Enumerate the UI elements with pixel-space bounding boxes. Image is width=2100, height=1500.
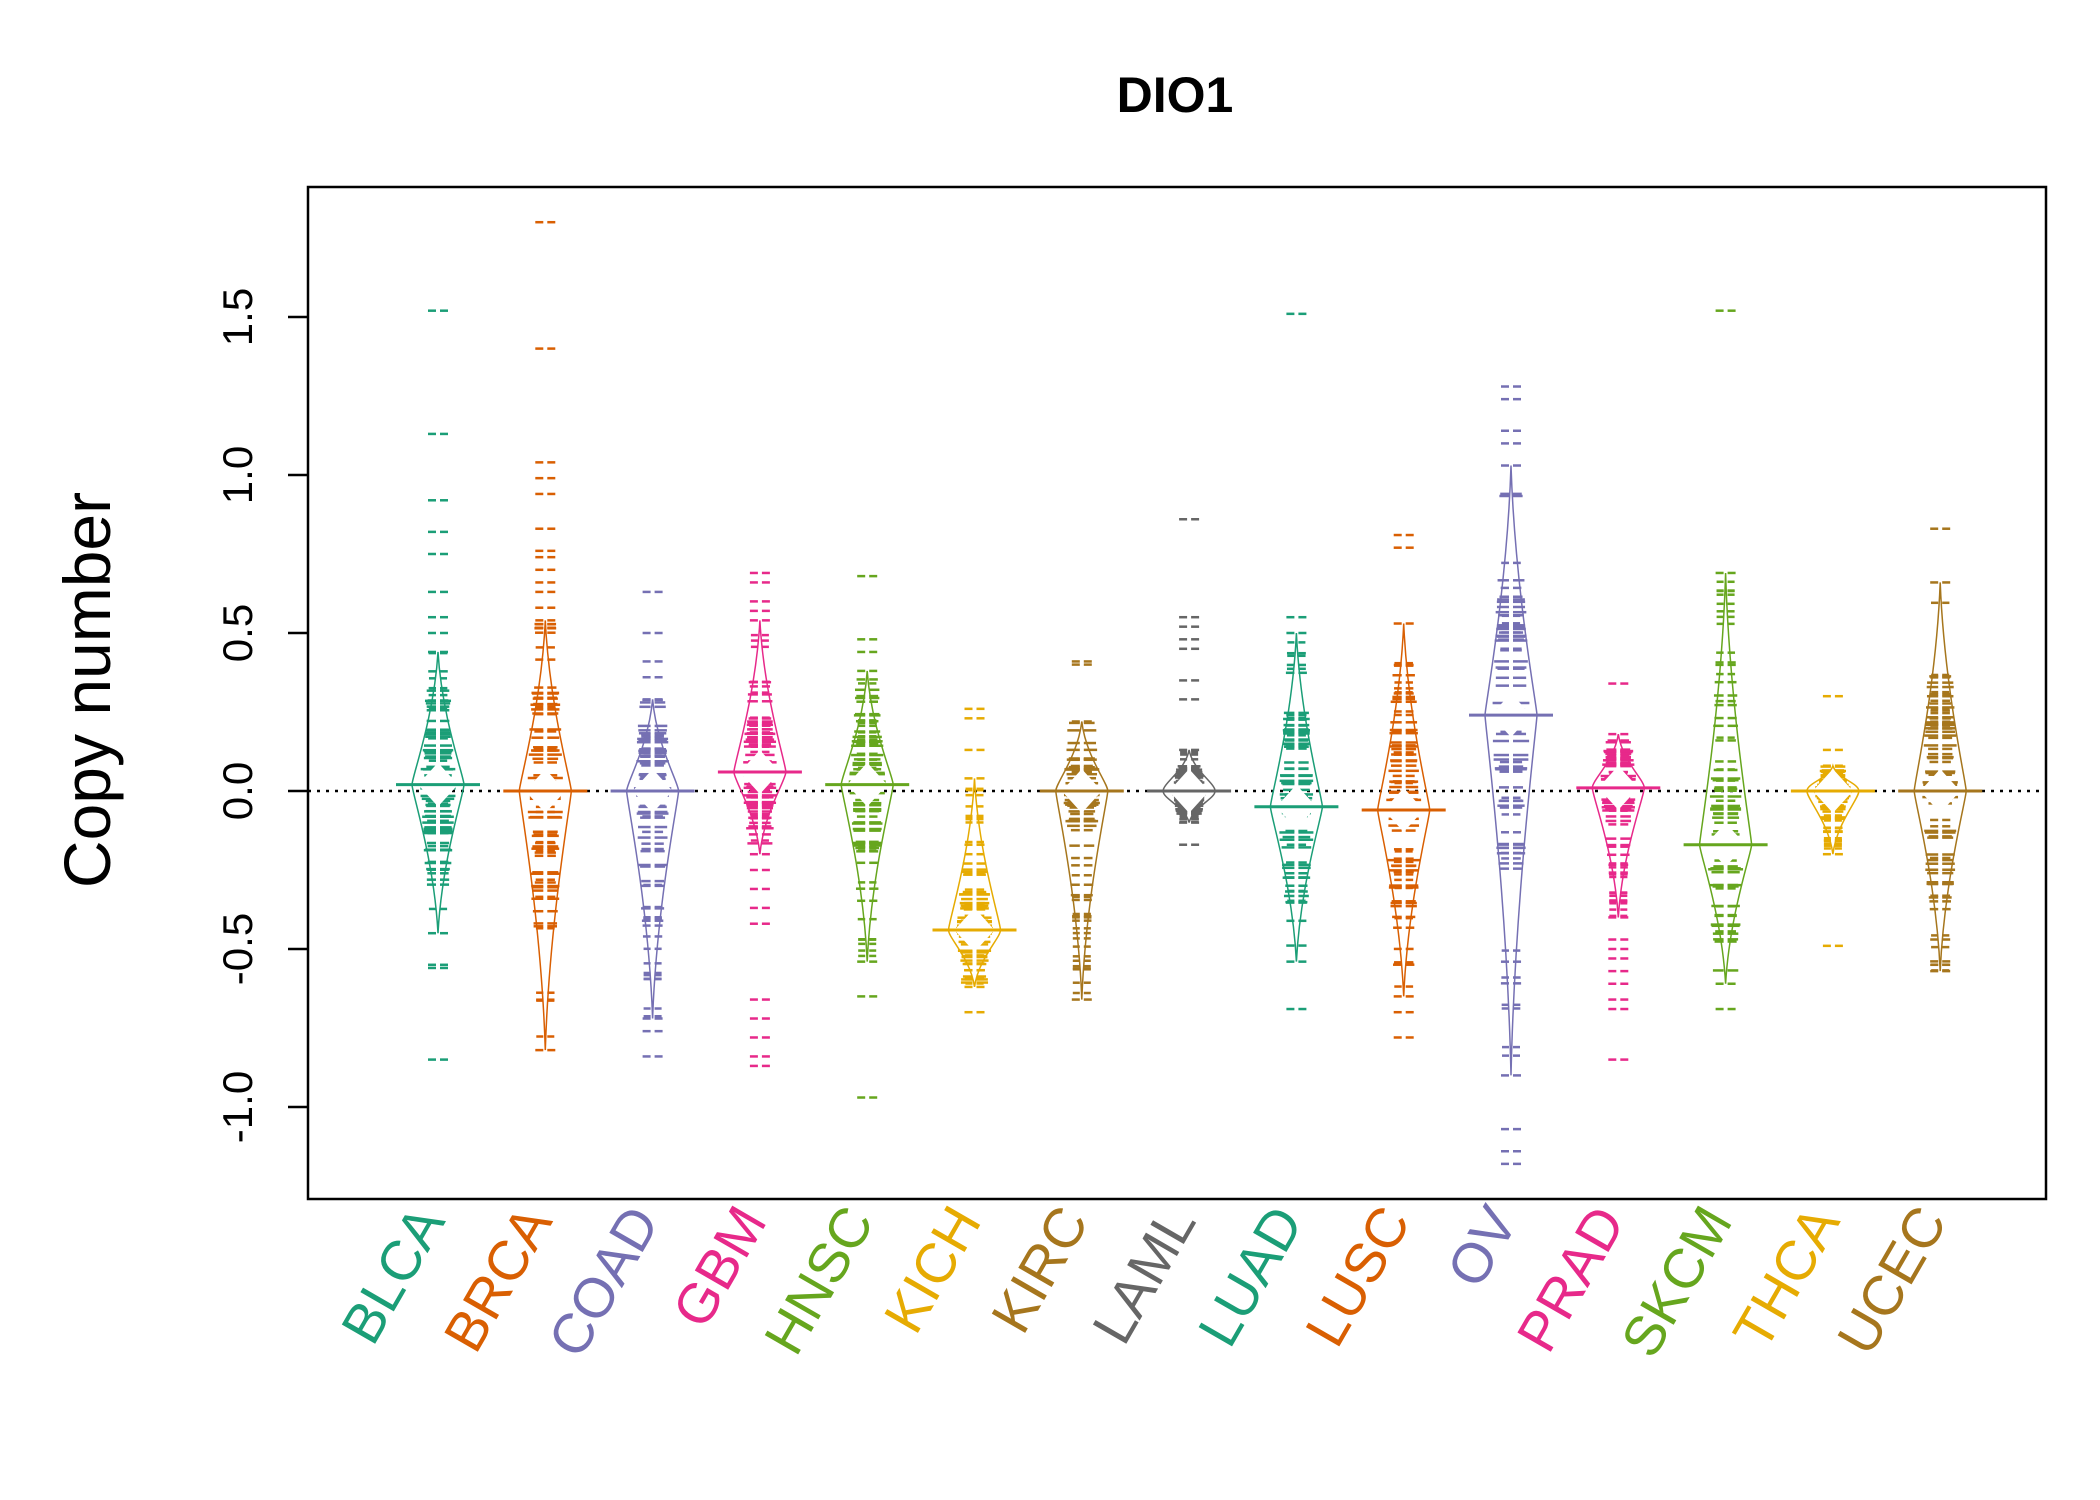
plot-area [308, 220, 2046, 1166]
y-tick-label: 0.0 [214, 762, 261, 820]
y-tick-label: 1.0 [214, 446, 261, 504]
bean-thca [1790, 694, 1875, 948]
x-tick-label-coad: COAD [536, 1196, 671, 1368]
density-outline [840, 670, 894, 962]
bean-ucec [1898, 527, 1983, 973]
bean-lusc [1361, 533, 1446, 1039]
x-tick-label-skcm: SKCM [1609, 1196, 1744, 1368]
density-outline [1806, 763, 1860, 855]
bean-gbm [717, 571, 802, 1068]
y-tick-label: -0.5 [214, 913, 261, 985]
density-outline [1591, 734, 1646, 918]
bean-skcm [1683, 309, 1768, 1011]
x-tick-label-laml: LAML [1080, 1196, 1208, 1354]
x-tick-label-hnsc: HNSC [752, 1196, 886, 1365]
density-outline [947, 778, 1002, 988]
bean-luad [1254, 312, 1339, 1011]
bean-laml [1147, 517, 1232, 846]
y-axis-label: Copy number [50, 492, 124, 888]
density-outline [1269, 632, 1324, 962]
plot-frame [306, 185, 2048, 1201]
x-tick-label-ucec: UCEC [1825, 1196, 1959, 1365]
y-tick-label: 0.5 [214, 604, 261, 662]
density-outline [518, 620, 573, 1051]
x-tick-label-luad: LUAD [1186, 1196, 1315, 1357]
density-outline [625, 699, 680, 1019]
y-axis: -1.0 -0.5 0.0 0.5 1.0 1.5 [214, 288, 308, 1143]
x-tick-label-lusc: LUSC [1293, 1196, 1422, 1357]
bean-prad [1576, 682, 1661, 1061]
density-outline [1162, 749, 1216, 823]
density-outline [411, 651, 465, 934]
density-outline [1484, 465, 1538, 1076]
y-tick-label: 1.5 [214, 288, 261, 346]
density-outline [733, 620, 787, 855]
x-tick-label-ov: OV [1434, 1195, 1529, 1297]
density-outline [1055, 721, 1109, 1000]
bean-ov [1469, 385, 1553, 1166]
density-outline [1913, 582, 1967, 972]
bean-brca [503, 220, 588, 1052]
bean-coad [610, 590, 695, 1058]
bean-blca [396, 309, 480, 1061]
y-tick-label: -1.0 [214, 1071, 261, 1143]
density-outline [1698, 572, 1753, 984]
bean-hnsc [825, 574, 910, 1099]
x-tick-label-kich: KICH [871, 1196, 992, 1343]
chart-title: DIO1 [1117, 67, 1234, 123]
density-outline [1376, 623, 1431, 997]
bean-kirc [1039, 660, 1124, 1001]
bean-kich [932, 707, 1017, 1014]
